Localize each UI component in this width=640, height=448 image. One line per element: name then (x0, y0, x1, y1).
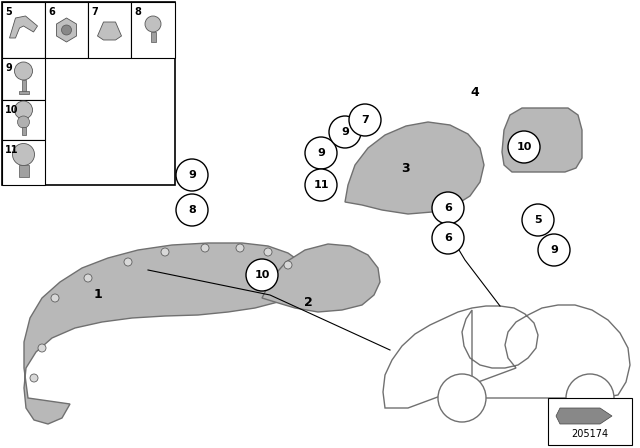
Circle shape (145, 16, 161, 32)
Bar (548, 398, 632, 445)
Text: 11: 11 (5, 145, 19, 155)
Text: 9: 9 (550, 245, 558, 255)
Circle shape (246, 259, 278, 291)
Circle shape (15, 62, 33, 80)
Text: 8: 8 (134, 7, 141, 17)
Circle shape (305, 137, 337, 169)
Circle shape (17, 116, 29, 128)
Text: 9: 9 (5, 63, 12, 73)
Circle shape (432, 192, 464, 224)
Circle shape (13, 143, 35, 165)
Circle shape (284, 261, 292, 269)
Text: 9: 9 (317, 148, 325, 158)
Text: 5: 5 (534, 215, 542, 225)
Polygon shape (262, 244, 380, 312)
Circle shape (176, 194, 208, 226)
Text: 7: 7 (361, 115, 369, 125)
Circle shape (38, 344, 46, 352)
Text: 205174: 205174 (572, 429, 609, 439)
Circle shape (176, 159, 208, 191)
Circle shape (15, 101, 33, 119)
Text: 1: 1 (93, 289, 102, 302)
Circle shape (522, 204, 554, 236)
Circle shape (201, 244, 209, 252)
Text: 10: 10 (254, 270, 269, 280)
Text: 3: 3 (402, 161, 410, 175)
Bar (22, 127, 26, 135)
Circle shape (329, 116, 361, 148)
Bar (2, 100, 45, 140)
Circle shape (51, 294, 59, 302)
Bar (19, 165, 29, 177)
Text: 9: 9 (188, 170, 196, 180)
Bar (2, 140, 45, 185)
Bar (19, 91, 29, 94)
Circle shape (438, 374, 486, 422)
Circle shape (84, 274, 92, 282)
Circle shape (61, 25, 72, 35)
Circle shape (30, 374, 38, 382)
Text: 6: 6 (444, 203, 452, 213)
Polygon shape (24, 243, 308, 424)
Polygon shape (345, 122, 484, 214)
Text: 5: 5 (5, 7, 12, 17)
Bar (88, 2, 131, 58)
Circle shape (161, 248, 169, 256)
Circle shape (566, 374, 614, 422)
Text: 6: 6 (444, 233, 452, 243)
Text: 6: 6 (48, 7, 55, 17)
Text: 11: 11 (313, 180, 329, 190)
Text: 2: 2 (303, 296, 312, 309)
Text: 8: 8 (188, 205, 196, 215)
Circle shape (432, 222, 464, 254)
Polygon shape (383, 305, 630, 408)
Text: 10: 10 (5, 105, 19, 115)
Polygon shape (56, 18, 77, 42)
Bar (2, 2, 45, 58)
Circle shape (264, 248, 272, 256)
Circle shape (349, 104, 381, 136)
Bar (2, 2, 175, 185)
Circle shape (305, 169, 337, 201)
Bar (22, 80, 26, 92)
Bar (131, 2, 175, 58)
Polygon shape (97, 22, 122, 40)
Text: 4: 4 (470, 86, 479, 99)
Bar (150, 32, 156, 42)
Text: 10: 10 (516, 142, 532, 152)
Circle shape (538, 234, 570, 266)
Circle shape (508, 131, 540, 163)
Polygon shape (10, 16, 38, 38)
Polygon shape (502, 108, 582, 172)
Circle shape (236, 244, 244, 252)
Text: 9: 9 (341, 127, 349, 137)
Circle shape (124, 258, 132, 266)
Bar (2, 58, 45, 100)
Text: 7: 7 (91, 7, 98, 17)
Polygon shape (556, 408, 612, 424)
Bar (45, 2, 88, 58)
